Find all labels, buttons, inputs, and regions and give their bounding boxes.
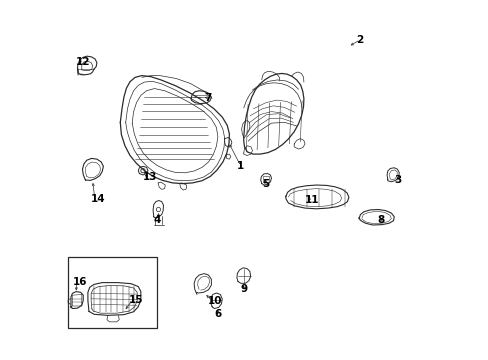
Text: 7: 7 <box>204 93 211 103</box>
Text: 11: 11 <box>305 195 319 205</box>
Text: 14: 14 <box>90 194 105 204</box>
Text: 12: 12 <box>76 57 90 67</box>
Text: 3: 3 <box>393 175 400 185</box>
Text: 16: 16 <box>72 276 87 287</box>
Text: 13: 13 <box>142 172 157 182</box>
Text: 1: 1 <box>236 161 244 171</box>
Text: 15: 15 <box>128 294 143 305</box>
Text: 5: 5 <box>261 179 268 189</box>
Text: 6: 6 <box>213 309 221 319</box>
Text: 4: 4 <box>153 215 161 225</box>
Text: 10: 10 <box>207 296 222 306</box>
Text: 2: 2 <box>355 35 363 45</box>
Bar <box>68 257 157 328</box>
Text: 8: 8 <box>377 215 384 225</box>
Text: 9: 9 <box>240 284 247 294</box>
